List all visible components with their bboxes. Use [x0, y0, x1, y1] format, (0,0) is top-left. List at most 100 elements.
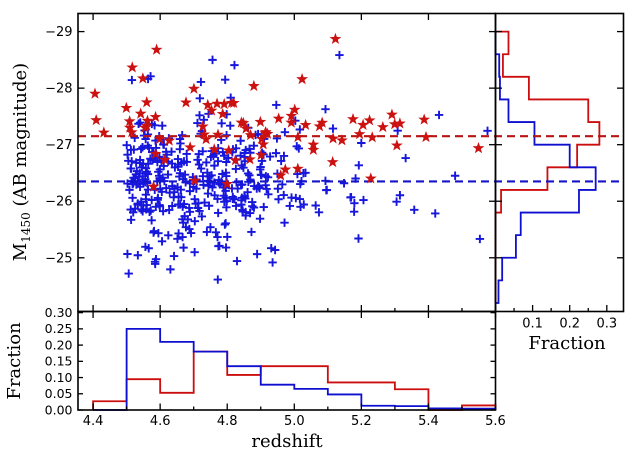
blue-plus-marker [147, 216, 156, 225]
red-star-marker [247, 79, 260, 92]
blue-plus-marker [180, 212, 189, 221]
blue-plus-marker [268, 258, 277, 267]
blue-plus-marker [215, 241, 224, 250]
red-star-marker [163, 134, 176, 146]
blue-plus-marker [271, 148, 281, 158]
bottom-hist-y-tick-label: 0.30 [45, 305, 73, 320]
red-star-marker [390, 139, 403, 151]
blue-plus-marker [322, 185, 331, 195]
red-star-marker [212, 128, 224, 140]
red-star-marker [208, 143, 221, 155]
blue-plus-marker [206, 222, 215, 232]
blue-plus-marker [133, 251, 143, 260]
blue-plus-marker [295, 125, 305, 134]
blue-plus-marker [222, 203, 231, 212]
blue-plus-marker [354, 161, 364, 170]
tick-label-layer: −29 −28 −27 −26 −25 4.4 4.6 4.8 5.0 5.2 5.4 5.6 0.00… [45, 25, 617, 429]
blue-plus-marker [335, 50, 344, 60]
blue-plus-marker [213, 275, 222, 284]
red-star-marker [200, 133, 212, 145]
blue-plus-marker [431, 209, 440, 218]
blue-plus-marker [272, 100, 281, 110]
blue-plus-marker [202, 158, 211, 167]
blue-plus-marker [392, 197, 401, 206]
blue-plus-marker [168, 181, 177, 191]
red-star-marker [255, 132, 268, 144]
blue-plus-marker [279, 190, 288, 200]
blue-plus-marker [144, 159, 153, 168]
red-star-marker [255, 148, 267, 161]
red-star-marker [279, 163, 292, 175]
blue-plus-marker [261, 172, 271, 181]
blue-plus-marker [150, 257, 160, 267]
blue-plus-marker [174, 200, 183, 209]
red-star-marker [196, 120, 209, 132]
blue-plus-marker [157, 187, 167, 196]
blue-plus-marker [267, 244, 276, 253]
blue-plus-marker [126, 215, 136, 225]
blue-plus-marker [311, 201, 320, 210]
blue-plus-marker [238, 207, 248, 216]
red-star-marker [184, 141, 197, 153]
blue-plus-marker [213, 157, 223, 166]
red-star-marker [153, 132, 166, 144]
blue-plus-marker [144, 244, 153, 253]
red-star-marker [134, 107, 147, 119]
blue-plus-marker [179, 243, 188, 252]
bottom-hist-y-tick-label: 0.10 [45, 370, 73, 385]
red-star-marker [288, 103, 301, 115]
bottom-hist-y-axis-label: Fraction [4, 322, 25, 400]
blue-plus-marker [350, 198, 359, 208]
blue-plus-marker [194, 160, 204, 169]
red-star-marker [472, 142, 485, 154]
blue-plus-marker [483, 126, 492, 135]
red-star-marker [97, 126, 110, 138]
red-star-marker [327, 132, 339, 144]
red-star-marker [313, 120, 326, 132]
blue-plus-marker [139, 201, 148, 210]
blue-plus-marker [146, 206, 155, 215]
red-star-marker [149, 147, 162, 159]
blue-plus-marker [294, 144, 304, 153]
right-hist-x-tick-label: 0.3 [596, 317, 617, 332]
bottom-hist-y-tick-label: 0.00 [45, 402, 73, 417]
blue-plus-marker [129, 208, 138, 217]
red-star-marker [418, 113, 431, 125]
blue-plus-marker [177, 192, 186, 202]
blue-plus-marker [182, 157, 192, 167]
red-star-marker [244, 153, 256, 165]
blue-plus-marker [175, 172, 184, 181]
red-star-marker [188, 82, 200, 94]
redshift-histogram-red-line [92, 350, 497, 411]
histogram-layer [92, 30, 601, 411]
blue-plus-marker [135, 182, 145, 192]
blue-plus-marker [252, 184, 261, 193]
blue-plus-marker [252, 249, 262, 259]
blue-plus-marker [165, 188, 174, 197]
red-star-marker [326, 155, 339, 168]
blue-plus-marker [195, 111, 204, 120]
blue-plus-marker [401, 153, 410, 163]
blue-plus-marker [194, 149, 203, 159]
red-star-marker [140, 96, 153, 108]
blue-plus-marker [155, 165, 165, 174]
red-star-marker [307, 143, 320, 155]
blue-plus-marker [204, 201, 214, 210]
x-tick-label: 4.8 [217, 414, 238, 429]
red-star-marker [291, 162, 304, 174]
red-star-marker [240, 122, 252, 134]
blue-plus-marker [125, 185, 134, 195]
red-star-marker [123, 121, 136, 133]
blue-plus-marker [255, 165, 265, 174]
blue-plus-marker [280, 127, 290, 137]
red-star-marker [299, 118, 312, 131]
blue-plus-marker [142, 167, 152, 176]
y-tick-label: −29 [45, 25, 72, 40]
red-star-marker [136, 72, 149, 84]
red-star-marker [147, 180, 160, 192]
red-star-marker [235, 116, 248, 128]
red-star-marker [149, 110, 162, 123]
red-scatter-layer [89, 32, 485, 192]
right-hist-x-tick-label: 0.1 [522, 317, 543, 332]
